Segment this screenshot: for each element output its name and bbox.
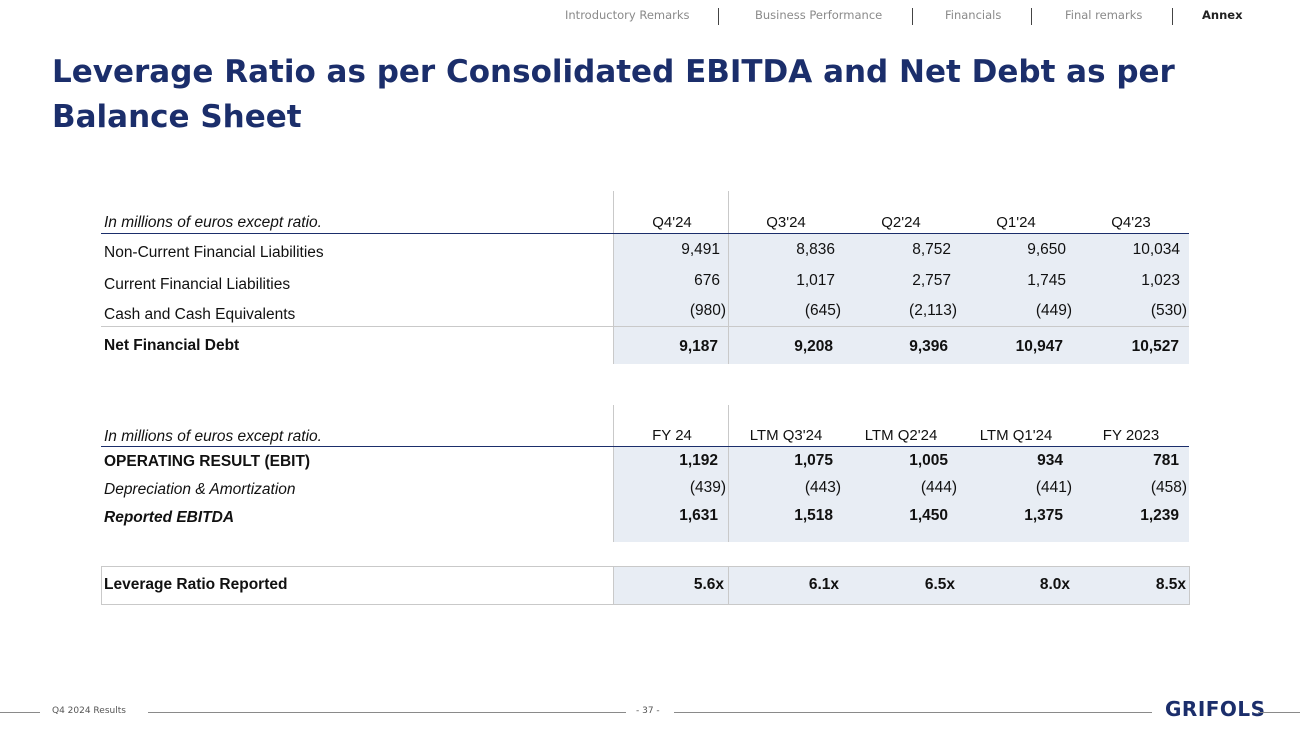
- table1-total-cell: 9,208: [794, 338, 833, 355]
- table1-col-header: Q4'24: [652, 214, 692, 231]
- table2-col-header: LTM Q1'24: [979, 427, 1053, 444]
- table1-row-label: Cash and Cash Equivalents: [104, 306, 296, 323]
- table1-row-label: Non-Current Financial Liabilities: [104, 244, 324, 261]
- nav-financials[interactable]: Financials: [945, 8, 1002, 22]
- leverage-cell: 6.5x: [924, 576, 955, 593]
- table1-total-cell: 10,527: [1131, 338, 1179, 355]
- table2-cell: 1,518: [794, 507, 833, 524]
- leverage-cell: 8.5x: [1155, 576, 1186, 593]
- table1-col-header: Q3'24: [766, 214, 806, 231]
- table1-cell: 1,017: [796, 272, 835, 289]
- table1-cell: 676: [694, 272, 720, 289]
- table1-cell: (645): [804, 302, 841, 319]
- table1-cell: 8,836: [796, 241, 835, 258]
- table2-cell: 934: [1037, 452, 1063, 469]
- table1-header-rule: [101, 233, 1189, 234]
- table2-col-header: LTM Q3'24: [749, 427, 823, 444]
- table2-divider: [728, 405, 729, 542]
- footer-rule: [674, 712, 1152, 713]
- table1-cell: (2,113): [909, 302, 957, 319]
- table1-cell: 8,752: [912, 241, 951, 258]
- nav-annex[interactable]: Annex: [1202, 8, 1243, 22]
- table2-row-label: OPERATING RESULT (EBIT): [104, 453, 311, 470]
- table1-col-header: Q2'24: [881, 214, 921, 231]
- table1-cell: (980): [689, 302, 726, 319]
- leverage-box: [101, 566, 1190, 605]
- table2-col-header: LTM Q2'24: [864, 427, 938, 444]
- nav-separator: [1172, 8, 1173, 25]
- table1-total-label: Net Financial Debt: [104, 337, 240, 354]
- table2-divider: [613, 405, 614, 542]
- table2-value-shading: [614, 447, 1189, 542]
- table1-divider: [613, 191, 614, 364]
- table1-cell: 2,757: [912, 272, 951, 289]
- table2-col-header: FY 24: [652, 427, 692, 444]
- table1-total-cell: 10,947: [1015, 338, 1063, 355]
- table1-total-cell: 9,187: [679, 338, 718, 355]
- leverage-label: Leverage Ratio Reported: [104, 576, 288, 593]
- leverage-cell: 8.0x: [1039, 576, 1070, 593]
- table1-cell: 1,023: [1141, 272, 1180, 289]
- page-number: - 37 -: [636, 706, 660, 716]
- table1-col-header: Q1'24: [996, 214, 1036, 231]
- leverage-divider: [728, 566, 729, 604]
- table1-cell: (449): [1035, 302, 1072, 319]
- footer-rule: [0, 712, 40, 713]
- table2-col-header: FY 2023: [1102, 427, 1160, 444]
- nav-final-remarks[interactable]: Final remarks: [1065, 8, 1143, 22]
- leverage-cell: 5.6x: [693, 576, 724, 593]
- table1-cell: (530): [1150, 302, 1187, 319]
- leverage-cell: 6.1x: [808, 576, 839, 593]
- leverage-value-shading: [614, 567, 1189, 604]
- grifols-logo: GRIFOLS: [1165, 697, 1266, 721]
- nav-business-performance[interactable]: Business Performance: [755, 8, 883, 22]
- table2-cell: 1,192: [679, 452, 718, 469]
- table1-col-header: Q4'23: [1111, 214, 1151, 231]
- table2-cell: (441): [1035, 479, 1072, 496]
- nav-separator: [718, 8, 719, 25]
- table1-total-cell: 9,396: [909, 338, 948, 355]
- leverage-divider: [613, 566, 614, 604]
- table1-cell: 10,034: [1132, 241, 1180, 258]
- nav-introductory-remarks[interactable]: Introductory Remarks: [565, 8, 690, 22]
- table2-cell: 781: [1153, 452, 1179, 469]
- table2-header-rule: [101, 446, 1189, 447]
- table1-caption: In millions of euros except ratio.: [104, 214, 322, 231]
- table2-cell: 1,239: [1140, 507, 1179, 524]
- table2-caption: In millions of euros except ratio.: [104, 428, 322, 445]
- footer-rule: [1258, 712, 1300, 713]
- table1-cell: 9,491: [681, 241, 720, 258]
- table2-cell: (443): [804, 479, 841, 496]
- table1-cell: 1,745: [1027, 272, 1066, 289]
- page-title: Leverage Ratio as per Consolidated EBITD…: [52, 54, 1175, 135]
- table1-total-rule: [101, 326, 1189, 327]
- table1-divider: [728, 191, 729, 364]
- table1-row-label: Current Financial Liabilities: [104, 276, 291, 293]
- footer-report-name: Q4 2024 Results: [52, 706, 126, 716]
- footer-rule: [148, 712, 626, 713]
- table2-cell: (444): [920, 479, 957, 496]
- nav-separator: [912, 8, 913, 25]
- table2-cell: 1,631: [679, 507, 718, 524]
- table1-cell: 9,650: [1027, 241, 1066, 258]
- table2-row-label: Reported EBITDA: [104, 509, 235, 526]
- table2-cell: 1,450: [909, 507, 948, 524]
- table2-cell: 1,005: [909, 452, 948, 469]
- table2-cell: (458): [1150, 479, 1187, 496]
- nav-separator: [1031, 8, 1032, 25]
- table2-cell: (439): [689, 479, 726, 496]
- table1-value-shading: [614, 234, 1189, 364]
- table2-cell: 1,075: [794, 452, 833, 469]
- table2-cell: 1,375: [1024, 507, 1063, 524]
- table2-row-label: Depreciation & Amortization: [104, 481, 296, 498]
